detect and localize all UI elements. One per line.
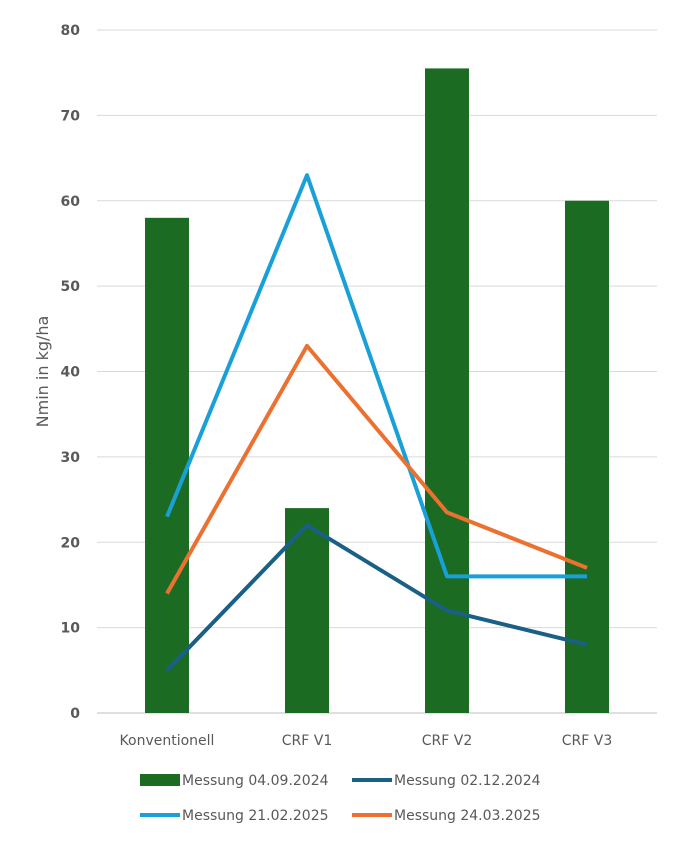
- y-tick-label: 10: [61, 621, 81, 637]
- legend-swatch: [140, 774, 180, 786]
- legend-label: Messung 21.02.2025: [182, 808, 329, 824]
- bar: [565, 201, 609, 713]
- legend-label: Messung 04.09.2024: [182, 773, 329, 789]
- legend-label: Messung 02.12.2024: [394, 773, 541, 789]
- x-tick-label: CRF V1: [282, 733, 333, 749]
- series-line: [167, 346, 587, 594]
- y-tick-label: 80: [61, 23, 81, 39]
- series-line: [167, 175, 587, 576]
- y-tick-label: 30: [61, 450, 81, 466]
- x-tick-label: CRF V2: [422, 733, 473, 749]
- series-line: [167, 525, 587, 670]
- y-tick-label: 50: [61, 279, 81, 295]
- y-tick-label: 20: [61, 535, 81, 551]
- y-tick-label: 70: [61, 108, 81, 124]
- x-tick-label: Konventionell: [120, 733, 215, 749]
- x-tick-label: CRF V3: [562, 733, 613, 749]
- bar: [145, 218, 189, 713]
- y-tick-label: 0: [70, 706, 80, 722]
- y-tick-label: 60: [61, 194, 81, 210]
- legend-label: Messung 24.03.2025: [394, 808, 541, 824]
- y-axis-label: Nmin in kg/ha: [33, 316, 52, 428]
- y-tick-label: 40: [61, 365, 81, 381]
